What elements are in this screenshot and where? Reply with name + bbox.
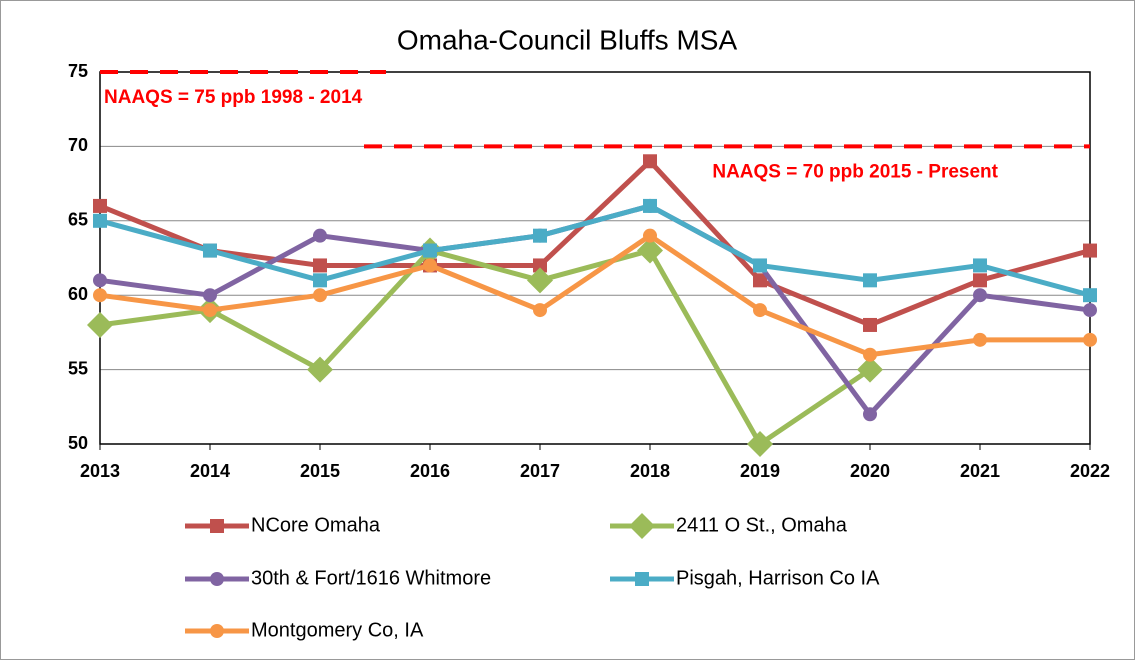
x-tick-label: 2019 <box>740 461 780 481</box>
legend-label: Pisgah, Harrison Co IA <box>676 567 880 589</box>
data-point <box>863 273 877 288</box>
data-point <box>527 267 553 294</box>
data-point <box>533 258 547 273</box>
data-point <box>857 356 883 383</box>
y-tick-label: 60 <box>68 284 88 304</box>
data-point <box>533 303 547 318</box>
y-tick-label: 70 <box>68 135 88 155</box>
data-point <box>313 258 327 273</box>
data-point <box>93 273 107 288</box>
series-line <box>99 248 872 447</box>
data-point <box>863 347 877 362</box>
data-point <box>863 407 877 422</box>
data-point <box>1083 332 1097 347</box>
series-line <box>99 158 1091 328</box>
plot-border <box>99 71 1091 445</box>
data-point <box>93 198 107 213</box>
data-point <box>203 243 217 258</box>
legend-label: NCore Omaha <box>251 514 381 536</box>
legend-marker <box>635 572 649 586</box>
legend-label: 2411 O St., Omaha <box>676 514 848 536</box>
data-point <box>1083 243 1097 258</box>
y-tick-label: 50 <box>68 433 88 453</box>
data-point <box>1083 303 1097 318</box>
y-tick-label: 65 <box>68 210 88 230</box>
data-point <box>307 356 333 383</box>
data-point <box>753 258 767 273</box>
legend-marker <box>210 519 224 533</box>
chart-title: Omaha-Council Bluffs MSA <box>397 24 738 55</box>
data-point <box>643 198 657 213</box>
legend-marker <box>629 513 655 539</box>
data-point <box>973 332 987 347</box>
data-point <box>313 273 327 288</box>
data-point <box>753 273 767 288</box>
x-tick-label: 2020 <box>850 461 890 481</box>
data-point <box>863 317 877 332</box>
x-tick-label: 2017 <box>520 461 560 481</box>
data-point <box>203 288 217 303</box>
data-point <box>203 303 217 318</box>
legend-label: Montgomery Co, IA <box>251 619 424 641</box>
data-point <box>973 288 987 303</box>
data-point <box>643 154 657 169</box>
legend-label: 30th & Fort/1616 Whitmore <box>251 567 491 589</box>
reference-label: NAAQS = 75 ppb 1998 - 2014 <box>104 87 363 108</box>
data-point <box>423 243 437 258</box>
x-tick-label: 2018 <box>630 461 670 481</box>
data-point <box>637 237 663 264</box>
series-line <box>99 203 1091 298</box>
y-tick-label: 75 <box>68 61 88 81</box>
reference-label: NAAQS = 70 ppb 2015 - Present <box>712 161 998 182</box>
data-point <box>93 288 107 303</box>
x-tick-label: 2014 <box>190 461 230 481</box>
data-point <box>533 228 547 243</box>
x-tick-label: 2016 <box>410 461 450 481</box>
data-point <box>313 228 327 243</box>
x-tick-label: 2022 <box>1070 461 1110 481</box>
data-point <box>753 303 767 318</box>
legend-marker <box>210 624 224 638</box>
data-point <box>423 258 437 273</box>
x-tick-label: 2015 <box>300 461 340 481</box>
x-tick-label: 2013 <box>80 461 120 481</box>
legend-marker <box>210 572 224 586</box>
data-point <box>643 228 657 243</box>
series-line <box>99 233 1090 358</box>
y-tick-label: 55 <box>68 358 88 378</box>
data-point <box>313 288 327 303</box>
data-point <box>973 273 987 288</box>
data-point <box>973 258 987 273</box>
data-point <box>87 311 113 338</box>
data-point <box>747 431 773 457</box>
x-tick-label: 2021 <box>960 461 1000 481</box>
data-point <box>1083 288 1097 303</box>
data-point <box>93 213 107 228</box>
